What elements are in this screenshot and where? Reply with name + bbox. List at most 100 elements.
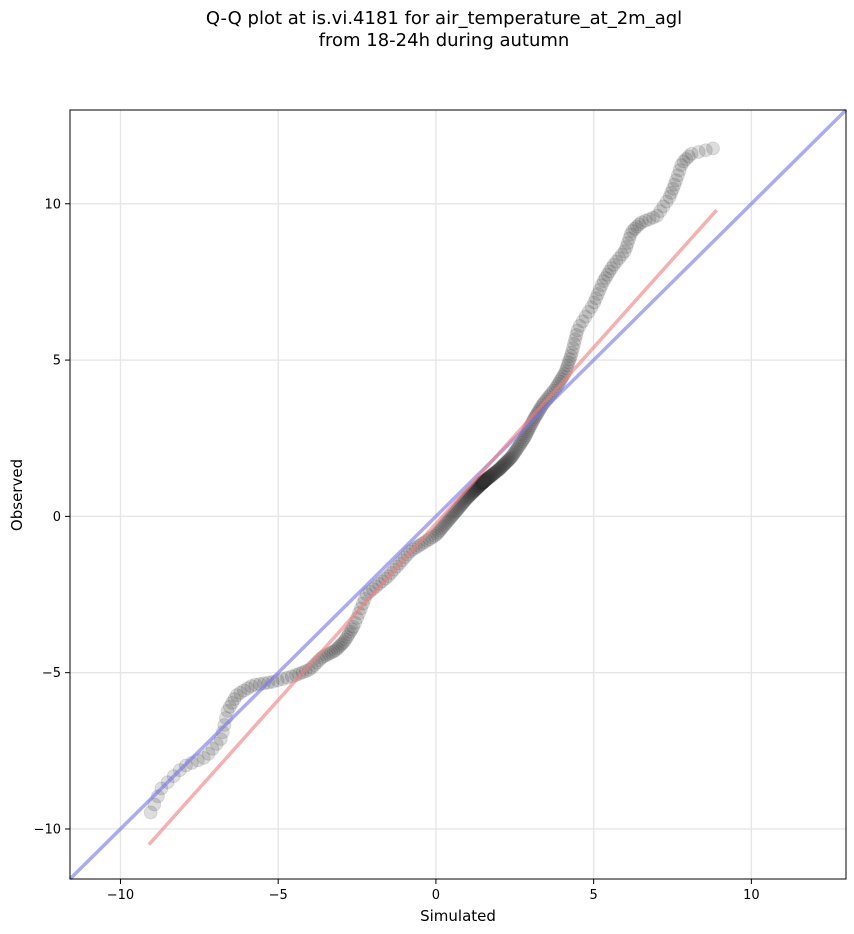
scatter-point	[627, 221, 642, 236]
scatter-point	[476, 475, 491, 490]
scatter-point	[280, 670, 295, 685]
scatter-point	[474, 476, 489, 491]
scatter-point	[483, 469, 498, 484]
scatter-point	[476, 474, 491, 489]
scatter-point	[330, 641, 345, 656]
scatter-point	[590, 286, 605, 301]
scatter-point	[698, 143, 713, 158]
scatter-point	[502, 452, 517, 467]
scatter-point	[336, 634, 351, 649]
scatter-point	[650, 208, 665, 223]
scatter-point	[476, 475, 491, 490]
scatter-point	[653, 204, 668, 219]
scatter-point	[220, 703, 235, 718]
scatter-point	[476, 474, 491, 489]
x-tick-label: −10	[107, 888, 134, 903]
scatter-point	[676, 154, 691, 169]
scatter-point	[604, 261, 619, 276]
scatter-point	[622, 231, 637, 246]
scatter-point	[248, 677, 263, 692]
scatter-point	[471, 479, 486, 494]
scatter-point	[476, 474, 491, 489]
scatter-point	[196, 750, 211, 765]
scatter-point	[346, 619, 361, 634]
scatter-point	[598, 270, 613, 285]
scatter-point	[229, 688, 244, 703]
scatter-point	[664, 185, 679, 200]
scatter-point	[227, 692, 242, 707]
scatter-point	[498, 455, 513, 470]
scatter-point	[509, 442, 524, 457]
scatter-point	[482, 470, 497, 485]
scatter-point	[476, 474, 491, 489]
scatter-point	[492, 461, 507, 476]
scatter-point	[352, 606, 367, 621]
scatter-point	[493, 460, 508, 475]
scatter-point	[584, 300, 599, 315]
scatter-point	[499, 455, 514, 470]
scatter-point	[672, 163, 687, 178]
scatter-point	[487, 466, 502, 481]
scatter-point	[479, 472, 494, 487]
scatter-point	[470, 480, 485, 495]
scatter-point	[489, 464, 504, 479]
scatter-point	[477, 474, 492, 489]
scatter-point	[497, 456, 512, 471]
scatter-point	[670, 168, 685, 183]
scatter-point	[609, 254, 624, 269]
scatter-point	[491, 462, 506, 477]
scatter-point	[594, 278, 609, 293]
y-axis-label: Observed	[8, 459, 26, 531]
scatter-point	[468, 482, 483, 497]
scatter-point	[473, 478, 488, 493]
scatter-point	[477, 473, 492, 488]
scatter-point	[501, 453, 516, 468]
x-tick-label: 0	[432, 888, 440, 903]
scatter-point	[477, 474, 492, 489]
scatter-point	[567, 336, 582, 351]
scatter-point	[476, 474, 491, 489]
scatter-point	[619, 240, 634, 255]
scatter-point	[438, 516, 453, 531]
scatter-point	[434, 521, 449, 536]
scatter-point	[448, 504, 463, 519]
scatter-point	[623, 227, 638, 242]
y-tick-label: 5	[53, 354, 61, 369]
scatter-point	[478, 473, 493, 488]
scatter-point	[205, 741, 220, 756]
scatter-point	[331, 639, 346, 654]
scatter-point	[488, 465, 503, 480]
scatter-point	[494, 460, 509, 475]
scatter-point	[344, 622, 359, 637]
scatter-point	[665, 181, 680, 196]
scatter-point	[478, 472, 493, 487]
scatter-point	[443, 510, 458, 525]
scatter-point	[240, 681, 255, 696]
scatter-point	[589, 291, 604, 306]
scatter-point	[629, 219, 644, 234]
scatter-point	[691, 144, 706, 159]
reference-lines	[68, 108, 848, 881]
scatter-point	[476, 474, 491, 489]
y-tick-label: −10	[34, 822, 61, 837]
scatter-point	[479, 472, 494, 487]
scatter-point	[514, 435, 529, 450]
scatter-point	[429, 527, 444, 542]
scatter-point	[372, 576, 387, 591]
scatter-point	[562, 352, 577, 367]
scatter-point	[476, 475, 491, 490]
scatter-point	[471, 479, 486, 494]
scatter-point	[510, 441, 525, 456]
scatter-point	[486, 466, 501, 481]
scatter-point	[679, 151, 694, 166]
y-tick-label: 10	[44, 197, 61, 212]
scatter-point	[479, 472, 494, 487]
scatter-point	[236, 683, 251, 698]
scatter-point	[435, 519, 450, 534]
scatter-point	[476, 474, 491, 489]
scatter-point	[568, 332, 583, 347]
scatter-point	[581, 304, 596, 319]
scatter-point	[328, 643, 343, 658]
scatter-point	[632, 217, 647, 232]
scatter-point	[470, 480, 485, 495]
